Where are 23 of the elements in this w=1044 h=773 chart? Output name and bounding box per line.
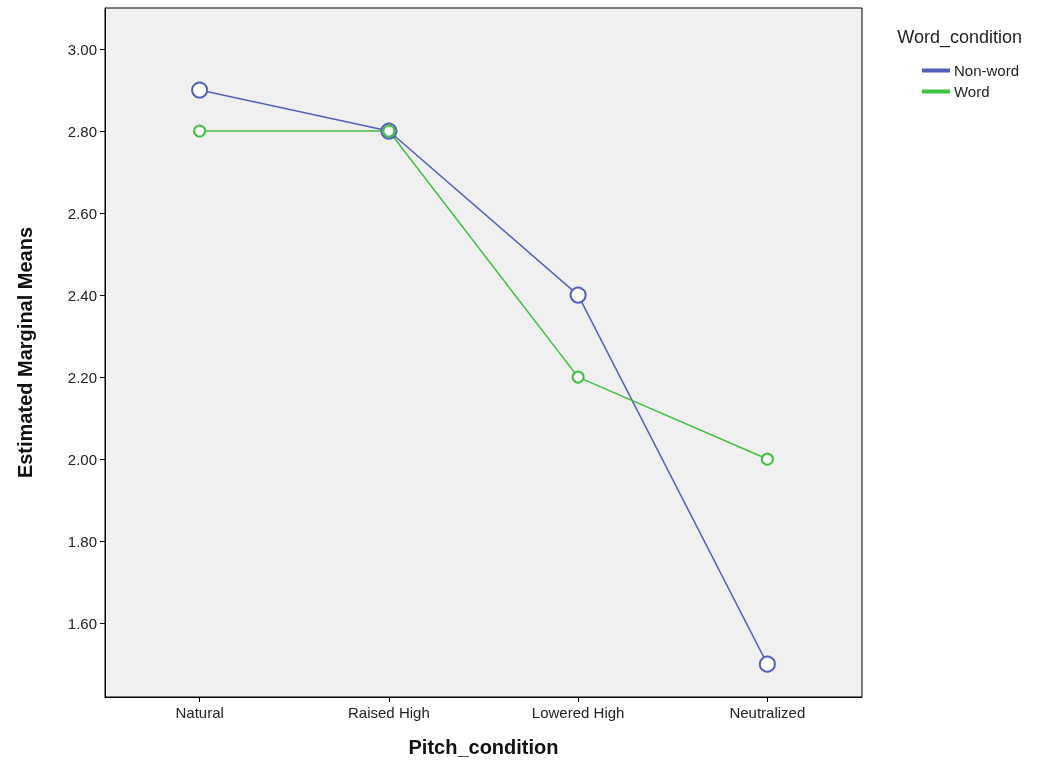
point: [758, 655, 776, 673]
y-tick-label: 1.80: [67, 532, 97, 550]
legend-label: Word: [953, 83, 990, 100]
x-tick-label: Lowered High: [531, 704, 625, 721]
y-axis-title: Estimated Marginal Means: [14, 226, 36, 479]
y-tick-label: 1.60: [67, 614, 97, 632]
y-tick-label: 2.20: [67, 368, 97, 386]
point: [191, 81, 209, 99]
x-tick-label: Raised High: [348, 704, 430, 721]
y-tick-label: 2.60: [67, 204, 97, 222]
y-tick-label: 3.00: [67, 40, 97, 58]
x-tick-label: Neutralized: [729, 704, 806, 721]
point: [193, 124, 207, 138]
point: [760, 452, 774, 466]
point: [571, 370, 585, 384]
point: [569, 286, 587, 304]
legend-label: Non-word: [953, 62, 1020, 79]
x-axis-title: Pitch_condition: [408, 736, 559, 758]
y-tick-label: 2.40: [67, 286, 97, 304]
y-tick-label: 2.80: [67, 122, 97, 140]
x-tick-label: Natural: [175, 704, 224, 721]
legend-title: Word_condition: [897, 27, 1023, 48]
y-tick-label: 2.00: [67, 450, 97, 468]
